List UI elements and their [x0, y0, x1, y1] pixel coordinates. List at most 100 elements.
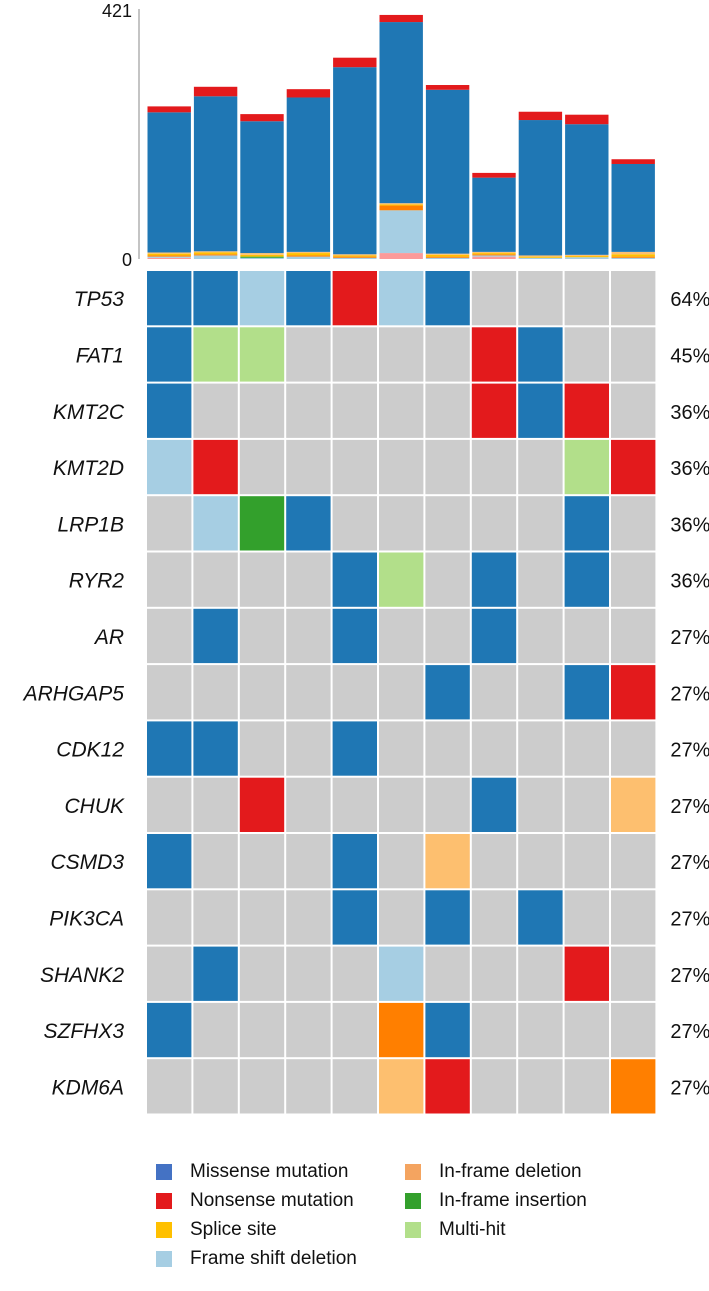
- bar-segment: [147, 257, 191, 259]
- bar-axis-max-label: 421: [102, 1, 132, 21]
- oncoprint-cell: [564, 721, 609, 776]
- bar-segment: [286, 89, 331, 98]
- bar-segment: [193, 252, 238, 255]
- oncoprint-cell: [611, 552, 656, 607]
- oncoprint-cell: [147, 946, 192, 1001]
- bar-segment: [425, 257, 470, 259]
- gene-percent-label: 27%: [670, 908, 709, 930]
- bar-segment: [611, 251, 655, 255]
- oncoprint-cell: [193, 721, 238, 776]
- oncoprint-cell: [286, 834, 331, 889]
- gene-label: KMT2C: [53, 401, 125, 424]
- bar-segment: [611, 159, 655, 164]
- oncoprint-cell: [564, 834, 609, 889]
- oncoprint-cell: [518, 1002, 563, 1058]
- bar-segment: [611, 163, 655, 252]
- oncoprint-cell: [471, 271, 517, 326]
- oncoprint-cell: [239, 383, 285, 438]
- oncoprint-cell: [518, 552, 563, 607]
- oncoprint-cell: [611, 890, 656, 945]
- oncoprint-cell: [471, 383, 517, 438]
- oncoprint-cell: [611, 1059, 656, 1114]
- oncoprint-cell: [611, 1002, 656, 1058]
- bar-segment: [333, 254, 377, 256]
- oncoprint-cell: [332, 608, 377, 664]
- bar-segment: [333, 255, 377, 257]
- oncoprint-cell: [286, 439, 331, 495]
- oncoprint-cell: [379, 946, 424, 1001]
- oncoprint-cell: [147, 271, 192, 326]
- bar-segment: [240, 256, 284, 258]
- oncoprint-cell: [471, 1002, 517, 1058]
- bar-segment: [286, 251, 331, 254]
- bar-segment: [240, 114, 284, 122]
- oncoprint-cell: [239, 721, 285, 776]
- bar-segment: [379, 210, 423, 254]
- bar-segment: [193, 86, 238, 97]
- oncoprint-cell: [379, 777, 424, 832]
- oncoprint-cell: [425, 608, 470, 664]
- oncoprint-cell: [425, 496, 470, 551]
- bar-segment: [425, 89, 470, 254]
- bar-segment: [147, 256, 191, 258]
- oncoprint-cell: [564, 608, 609, 664]
- bar-segment: [518, 120, 563, 256]
- oncoprint-cell: [286, 946, 331, 1001]
- bar-segment: [379, 14, 423, 23]
- oncoprint-cell: [193, 327, 238, 382]
- gene-label: ARHGAP5: [22, 682, 125, 705]
- oncoprint-cell: [471, 665, 517, 720]
- gene-percent-label: 36%: [670, 571, 709, 593]
- oncoprint-cell: [564, 383, 609, 438]
- oncoprint-cell: [379, 271, 424, 326]
- oncoprint-cell: [611, 327, 656, 382]
- gene-percent-label: 27%: [670, 627, 709, 649]
- gene-label: CSMD3: [50, 851, 124, 874]
- oncoprint-cell: [425, 665, 470, 720]
- oncoprint-cell: [564, 777, 609, 832]
- bar-segment: [472, 177, 516, 252]
- oncoprint-cell: [147, 327, 192, 382]
- oncoprint-cell: [147, 1002, 192, 1058]
- bar-segment: [286, 253, 331, 256]
- oncoprint-cell: [239, 777, 285, 832]
- oncoprint-cell: [239, 327, 285, 382]
- oncoprint-cell: [471, 721, 517, 776]
- gene-percent-label: 27%: [670, 1077, 709, 1099]
- oncoprint-cell: [471, 777, 517, 832]
- bar-segment: [472, 172, 516, 178]
- bar-segment: [240, 257, 284, 259]
- oncoprint-cell: [564, 271, 609, 326]
- oncoprint-cell: [239, 834, 285, 889]
- bar-segment: [333, 57, 377, 68]
- bar-segment: [472, 251, 516, 254]
- oncoprint-cell: [193, 1059, 238, 1114]
- bar-segment: [565, 257, 609, 259]
- oncoprint-cell: [193, 271, 238, 326]
- oncoprint-cell: [611, 439, 656, 495]
- oncoprint-cell: [332, 946, 377, 1001]
- bar-segment: [240, 121, 284, 254]
- gene-label: SZFHX3: [43, 1020, 124, 1043]
- oncoprint-cell: [425, 383, 470, 438]
- oncoprint-cell: [471, 608, 517, 664]
- oncoprint-cell: [286, 608, 331, 664]
- oncoprint-cell: [611, 496, 656, 551]
- oncoprint-cell: [611, 777, 656, 832]
- oncoprint-cell: [611, 946, 656, 1001]
- oncoprint-cell: [286, 496, 331, 551]
- oncoprint-cell: [332, 496, 377, 551]
- bar-segment: [472, 256, 516, 259]
- oncoprint-cell: [332, 552, 377, 607]
- oncoprint-cell: [425, 271, 470, 326]
- bar-segment: [147, 106, 191, 113]
- oncoprint-cell: [611, 665, 656, 720]
- bar-segment: [379, 203, 423, 205]
- bar-segment: [518, 111, 563, 121]
- oncoprint-cell: [379, 383, 424, 438]
- oncoprint-cell: [425, 777, 470, 832]
- oncoprint-cell: [471, 327, 517, 382]
- oncoprint-cell: [193, 439, 238, 495]
- bar-segment: [518, 255, 563, 257]
- bar-segment: [286, 97, 331, 252]
